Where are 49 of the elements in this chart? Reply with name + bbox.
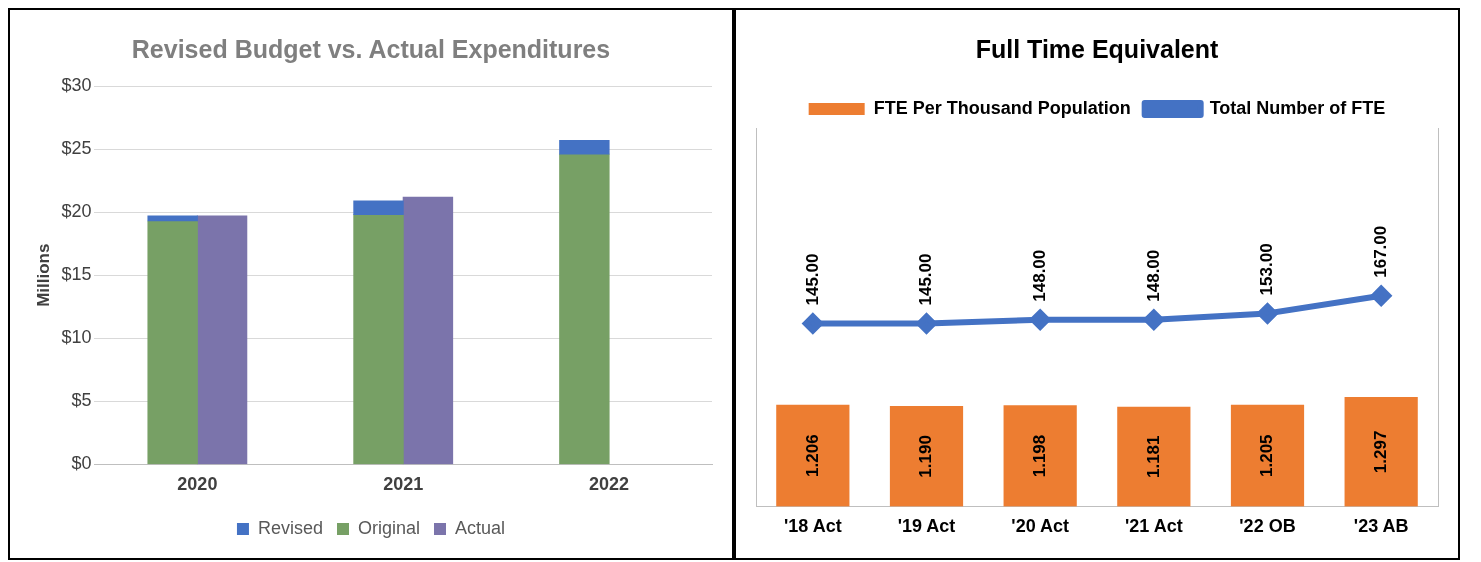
x-tick-label: '21 Act bbox=[1125, 516, 1183, 537]
y-tick-label: $20 bbox=[61, 201, 92, 222]
point bbox=[1030, 309, 1051, 330]
bar bbox=[402, 196, 454, 465]
x-tick-label: 2022 bbox=[589, 474, 630, 495]
legend-label: Total Number of FTE bbox=[1209, 97, 1386, 118]
y-tick-label: $25 bbox=[61, 138, 92, 159]
x-tick-label: '19 Act bbox=[897, 516, 956, 537]
data-label: 1.297 bbox=[1370, 430, 1390, 474]
legend-label: Revised bbox=[257, 517, 323, 538]
y-tick-label: $0 bbox=[71, 453, 92, 474]
data-label: 148.00 bbox=[1029, 249, 1049, 302]
chart-title: Revised Budget vs. Actual Expenditures bbox=[131, 34, 611, 63]
y-tick-label: $30 bbox=[61, 74, 92, 95]
x-tick-label: 2021 bbox=[383, 474, 424, 495]
point bbox=[1257, 303, 1278, 324]
x-tick-label: '23 AB bbox=[1353, 516, 1409, 537]
x-tick-label: 2020 bbox=[177, 474, 218, 495]
point bbox=[916, 313, 937, 334]
y-tick-label: $5 bbox=[71, 390, 92, 411]
data-label: 148.00 bbox=[1143, 249, 1163, 302]
y-axis-title: Millions bbox=[33, 243, 53, 307]
data-label: 167.00 bbox=[1370, 225, 1390, 278]
data-label: 1.198 bbox=[1029, 434, 1049, 478]
data-label: 153.00 bbox=[1257, 243, 1277, 296]
y-tick-label: $10 bbox=[61, 327, 92, 348]
data-label: 1.181 bbox=[1143, 435, 1163, 479]
point bbox=[1371, 285, 1392, 306]
data-label: 145.00 bbox=[916, 253, 936, 306]
legend-label: FTE Per Thousand Population bbox=[873, 97, 1131, 118]
bar bbox=[353, 214, 404, 465]
data-label: 1.190 bbox=[916, 435, 936, 478]
x-tick-label: '20 Act bbox=[1011, 516, 1069, 537]
point bbox=[802, 313, 823, 334]
bar bbox=[559, 139, 610, 155]
bar bbox=[147, 220, 198, 465]
x-tick-label: '22 OB bbox=[1239, 516, 1296, 537]
chart-title: Full Time Equivalent bbox=[975, 34, 1219, 63]
x-tick-label: '18 Act bbox=[784, 516, 842, 537]
data-label: 1.206 bbox=[802, 434, 822, 477]
point bbox=[1143, 309, 1164, 330]
bar bbox=[559, 153, 610, 465]
legend-label: Actual bbox=[455, 517, 506, 538]
data-label: 145.00 bbox=[802, 253, 822, 306]
legend-label: Original bbox=[357, 517, 421, 538]
bar bbox=[353, 200, 404, 215]
bar bbox=[196, 215, 248, 465]
data-label: 1.205 bbox=[1257, 434, 1277, 478]
y-tick-label: $15 bbox=[61, 264, 92, 285]
